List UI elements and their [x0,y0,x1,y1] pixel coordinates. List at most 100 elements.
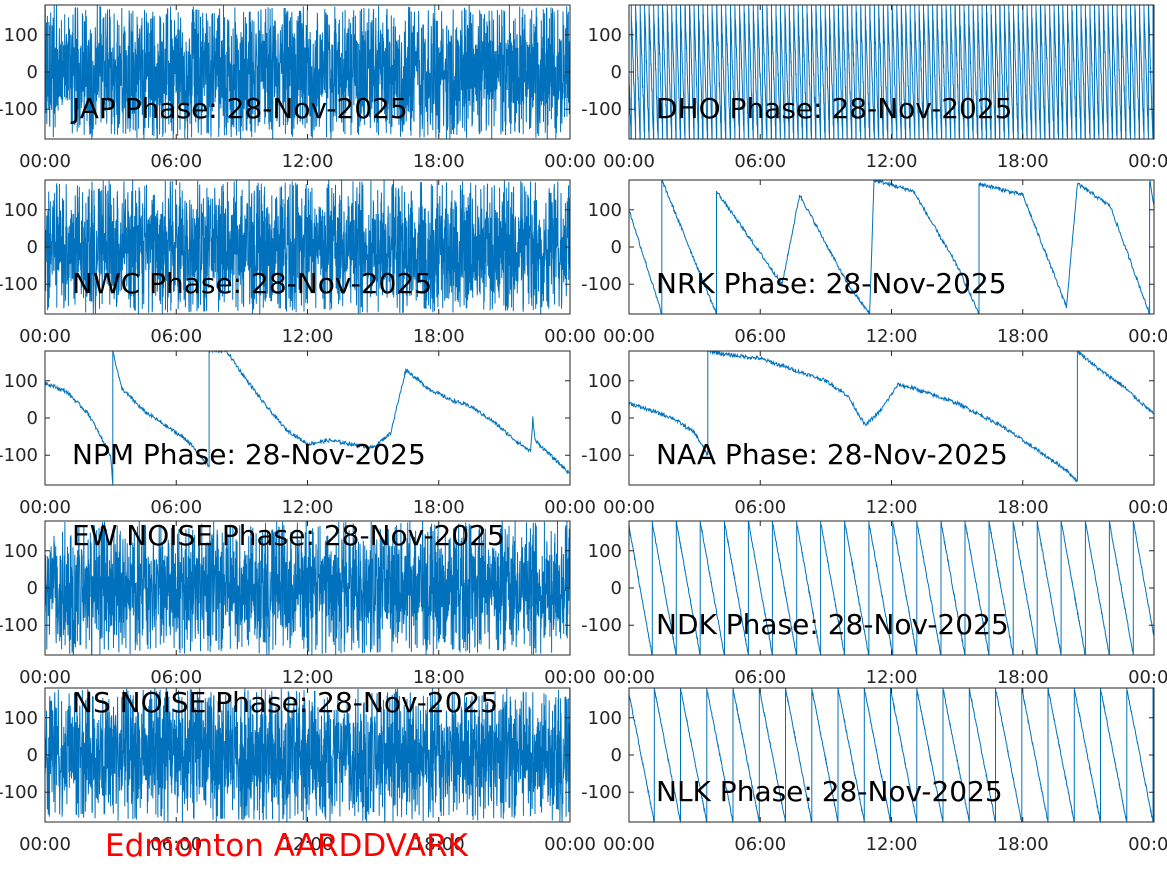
x-tick-label: 06:00 [150,834,202,855]
chart-panel-5: 100 0 -100 00:00 06:00 12:00 18:00 00:00 NPM Pha… [0,350,596,518]
chart-panel-6: 100 0 -100 00:00 06:00 12:00 18:00 00:00 NAA Pha… [581,350,1167,518]
x-tick-label: 12:00 [866,326,918,347]
x-tick-label: 00:00 [1128,326,1167,347]
station-label: Edmonton AARDDVARK [105,828,469,864]
chart-title: NS NOISE Phase: 28-Nov-2025 [72,686,498,719]
x-tick-label: 00:00 [19,667,71,688]
y-tick-label: -100 [0,274,38,295]
chart-panel-2: 100 0 -100 00:00 06:00 12:00 18:00 00:00 DHO Pha… [581,4,1167,172]
y-tick-label: 0 [27,62,38,83]
x-tick-label: 00:00 [1128,151,1167,172]
y-tick-label: 0 [27,408,38,429]
x-tick-label: 00:00 [544,497,596,518]
y-tick-label: 100 [4,708,38,729]
chart-panel-9: 100 0 -100 00:00 06:00 12:00 18:00 00:00 NS NOIS… [0,686,596,855]
chart-title: JAP Phase: 28-Nov-2025 [70,92,408,125]
x-tick-label: 18:00 [997,151,1049,172]
x-tick-label: 00:00 [19,497,71,518]
y-tick-label: 0 [611,408,622,429]
chart-panel-3: 100 0 -100 00:00 06:00 12:00 18:00 00:00 NWC Pha… [0,179,596,347]
chart-title: NWC Phase: 28-Nov-2025 [72,267,432,300]
series-line [629,351,1154,483]
chart-panel-10: 100 0 -100 00:00 06:00 12:00 18:00 00:00 NLK Pha… [581,687,1167,855]
x-tick-label: 00:00 [19,326,71,347]
x-tick-label: 18:00 [997,667,1049,688]
x-tick-label: 06:00 [734,497,786,518]
x-tick-label: 18:00 [413,151,465,172]
y-tick-label: 100 [4,371,38,392]
x-tick-label: 00:00 [1128,497,1167,518]
y-tick-label: 100 [588,541,622,562]
y-tick-label: 100 [4,25,38,46]
y-tick-label: 100 [588,25,622,46]
x-tick-label: 00:00 [603,497,655,518]
x-tick-label: 00:00 [19,151,71,172]
series-line [45,5,570,139]
y-tick-label: 100 [4,541,38,562]
y-tick-label: 100 [588,371,622,392]
y-tick-label: 100 [588,708,622,729]
y-tick-label: -100 [0,782,38,803]
x-tick-label: 12:00 [282,834,334,855]
x-tick-label: 18:00 [997,326,1049,347]
x-tick-label: 06:00 [734,834,786,855]
y-tick-label: 0 [611,62,622,83]
y-tick-label: -100 [581,615,622,636]
x-tick-label: 00:00 [544,667,596,688]
chart-title: NDK Phase: 28-Nov-2025 [656,608,1009,641]
series-line [45,351,570,485]
y-tick-label: -100 [581,445,622,466]
x-tick-label: 12:00 [866,151,918,172]
y-tick-label: -100 [581,782,622,803]
y-tick-label: 0 [611,578,622,599]
x-tick-label: 12:00 [282,497,334,518]
x-tick-label: 00:00 [1128,834,1167,855]
x-tick-label: 12:00 [866,834,918,855]
chart-panel-8: 100 0 -100 00:00 06:00 12:00 18:00 00:00 NDK Pha… [581,520,1167,688]
chart-title: NPM Phase: 28-Nov-2025 [72,438,426,471]
chart-title: NAA Phase: 28-Nov-2025 [656,438,1008,471]
x-tick-label: 00:00 [1128,667,1167,688]
y-tick-label: 100 [588,200,622,221]
series-line [45,521,570,655]
y-tick-label: 0 [27,237,38,258]
y-tick-label: 0 [611,745,622,766]
x-tick-label: 00:00 [603,151,655,172]
x-tick-label: 12:00 [866,497,918,518]
x-tick-label: 06:00 [150,497,202,518]
x-tick-label: 06:00 [150,667,202,688]
x-tick-label: 06:00 [150,326,202,347]
y-tick-label: -100 [0,615,38,636]
x-tick-label: 12:00 [282,326,334,347]
x-tick-label: 00:00 [544,834,596,855]
y-tick-label: -100 [0,445,38,466]
y-tick-label: 0 [27,745,38,766]
y-tick-label: 0 [27,578,38,599]
chart-title: EW NOISE Phase: 28-Nov-2025 [72,519,505,552]
y-tick-label: -100 [0,99,38,120]
x-tick-label: 00:00 [603,834,655,855]
series-line [45,180,570,314]
x-tick-label: 06:00 [150,151,202,172]
y-tick-label: 100 [4,200,38,221]
x-tick-label: 00:00 [603,667,655,688]
chart-title: NLK Phase: 28-Nov-2025 [656,775,1003,808]
x-tick-label: 12:00 [282,667,334,688]
x-tick-label: 00:00 [544,151,596,172]
x-tick-label: 18:00 [997,834,1049,855]
x-tick-label: 18:00 [413,667,465,688]
x-tick-label: 12:00 [282,151,334,172]
x-tick-label: 06:00 [734,667,786,688]
x-tick-label: 18:00 [413,497,465,518]
chart-panel-7: 100 0 -100 00:00 06:00 12:00 18:00 00:00 EW NOIS… [0,519,596,688]
y-tick-label: -100 [581,274,622,295]
y-tick-label: 0 [611,237,622,258]
x-tick-label: 06:00 [734,151,786,172]
x-tick-label: 00:00 [544,326,596,347]
series-line [45,688,570,822]
x-tick-label: 12:00 [866,667,918,688]
x-tick-label: 18:00 [997,497,1049,518]
x-tick-label: 18:00 [413,834,465,855]
y-tick-label: -100 [581,99,622,120]
